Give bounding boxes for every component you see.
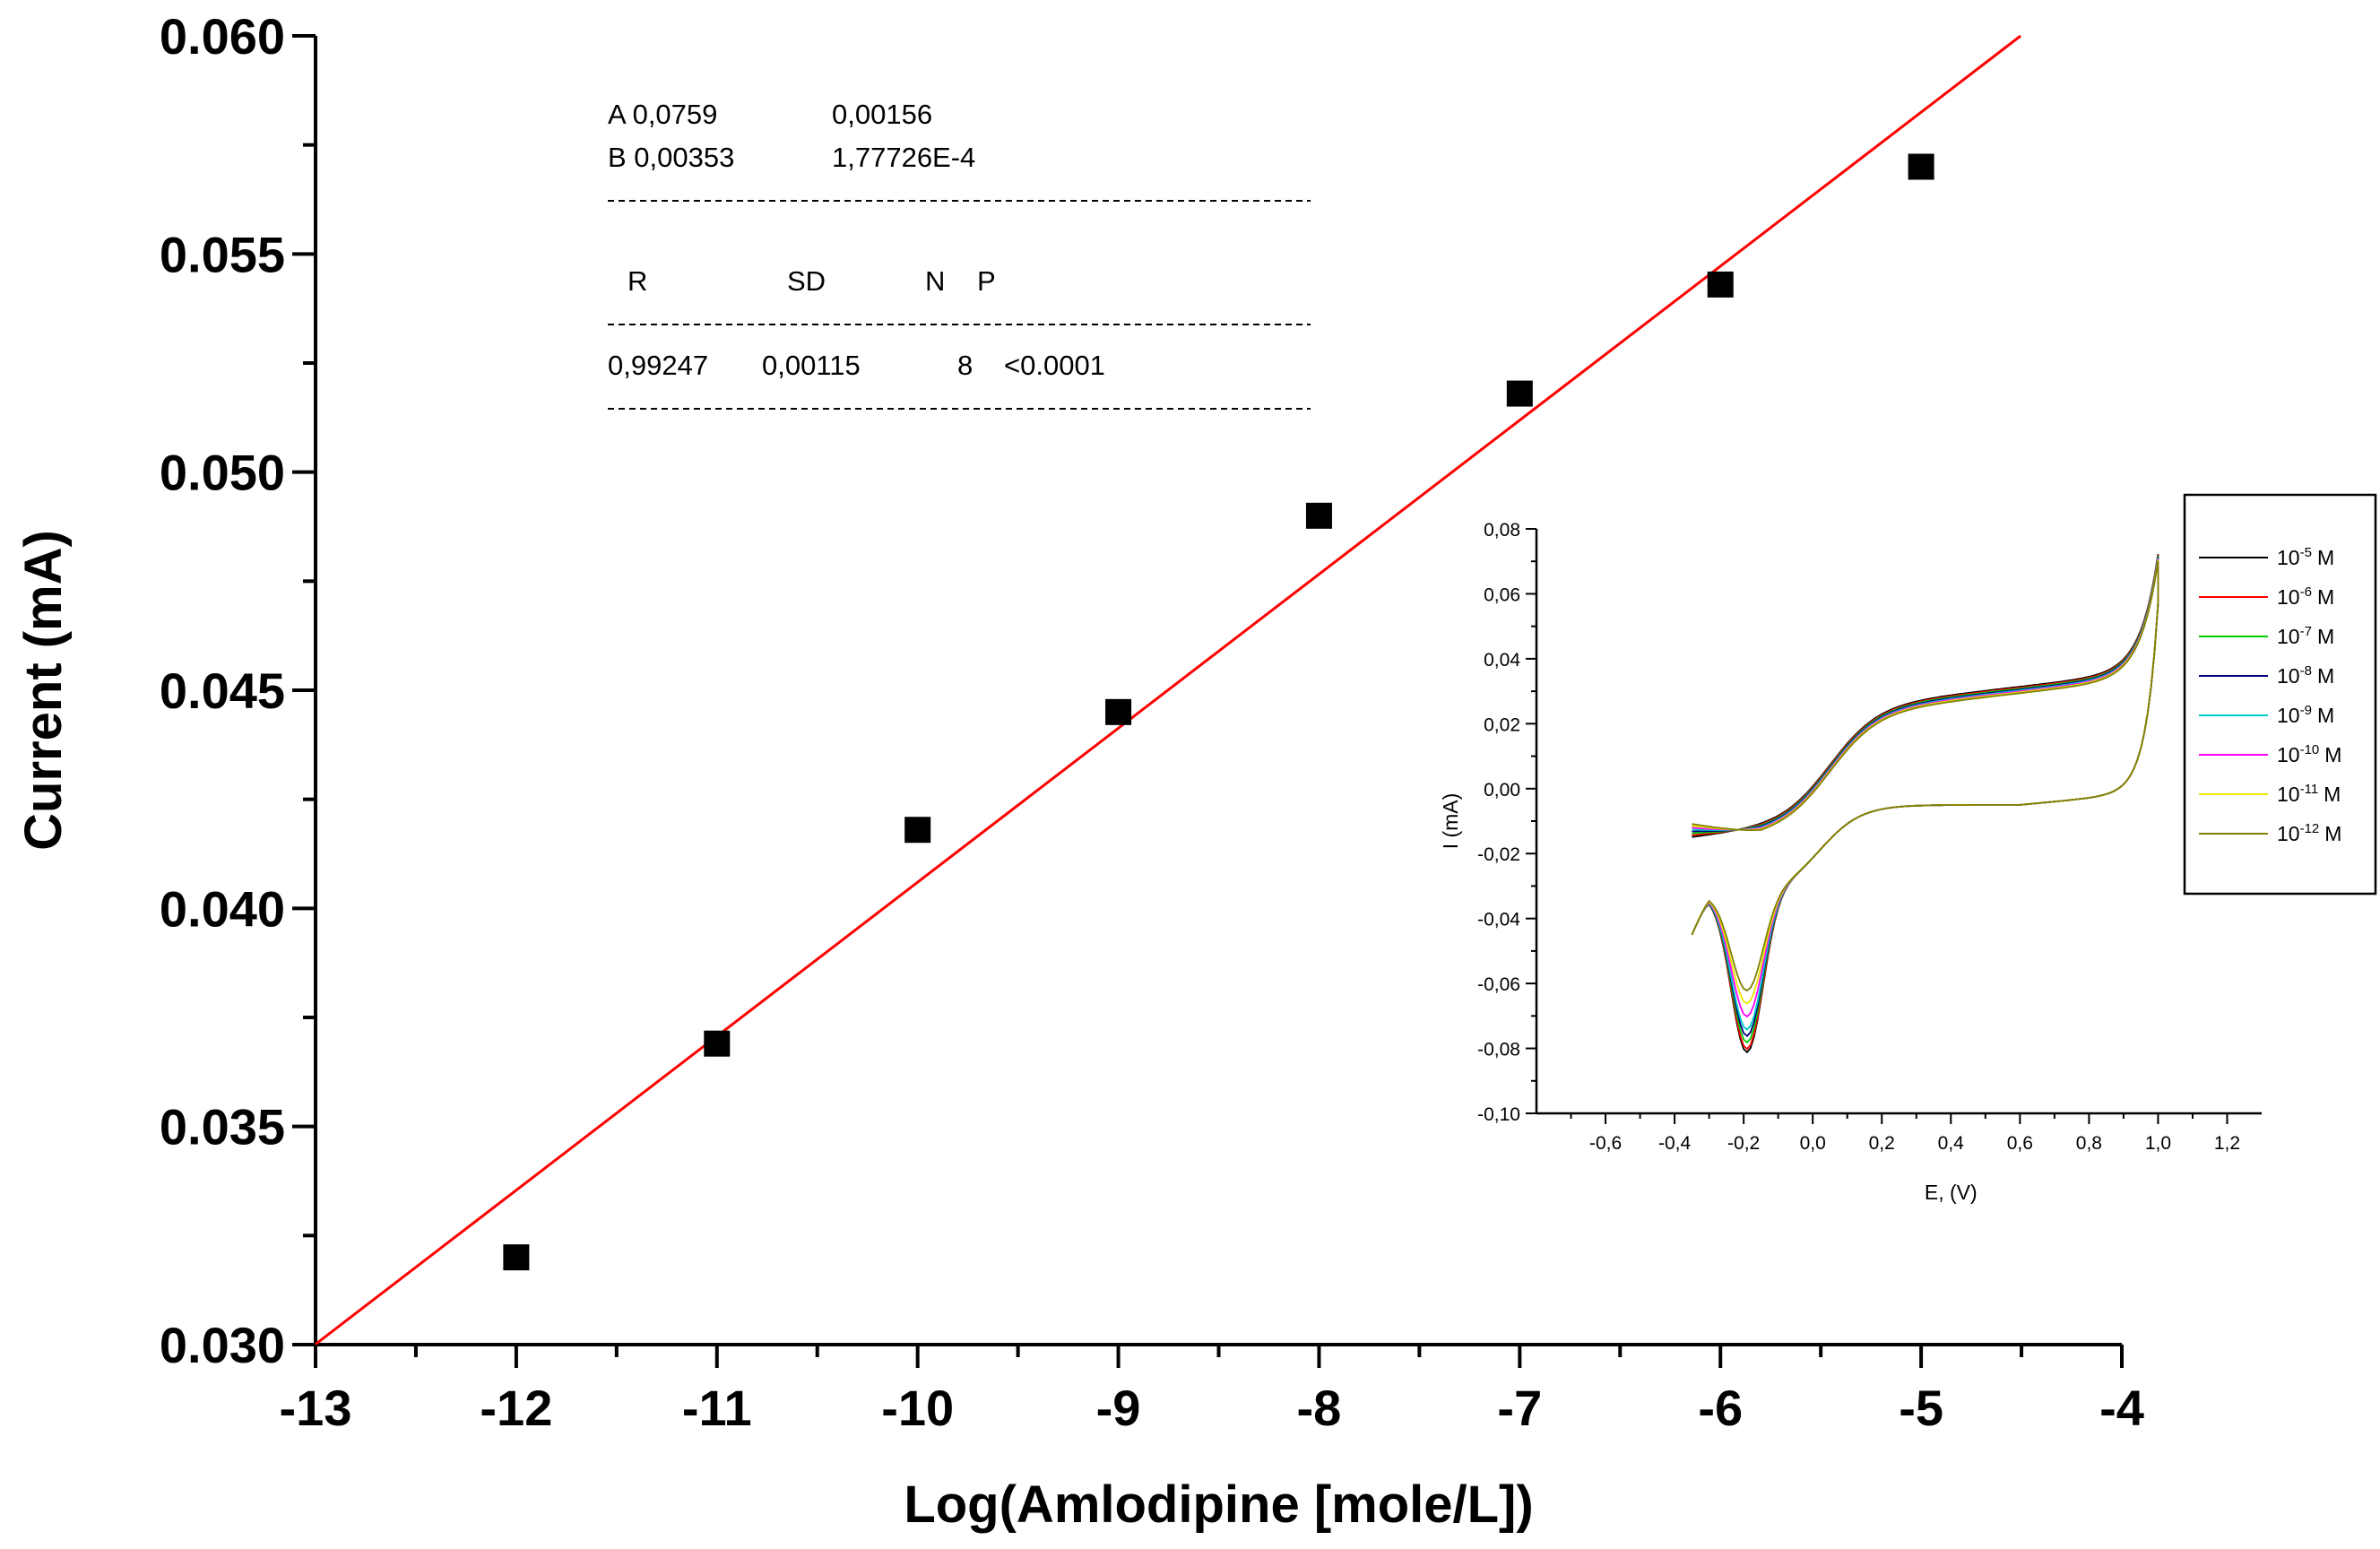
data-point <box>503 1244 530 1271</box>
inset-y-tick-label: 0,00 <box>1484 780 1520 800</box>
inset-y-tick-label: 0,02 <box>1484 714 1520 735</box>
fit-row-a-label: A 0,0759 <box>608 99 717 130</box>
inset-x-tick-label: -0,4 <box>1658 1133 1692 1154</box>
data-point <box>1707 271 1734 298</box>
x-tick-label: -5 <box>1899 1380 1943 1436</box>
fit-value-sd: 0,00115 <box>762 350 861 381</box>
data-points <box>503 153 1934 1271</box>
fit-header-r: R <box>627 265 647 297</box>
y-tick-label: 0.045 <box>160 662 285 719</box>
y-axis-label: Current (mA) <box>14 530 73 851</box>
inset-x-tick-label: 0,6 <box>2007 1133 2033 1154</box>
inset-y-tick-label: 0,04 <box>1484 650 1520 671</box>
inset-y-axis-label: I (mA) <box>1439 793 1462 850</box>
inset-x-tick-label: -0,2 <box>1727 1133 1760 1154</box>
inset-x-tick-label: 1,2 <box>2214 1133 2240 1154</box>
fit-header-n: N <box>925 265 945 297</box>
main-y-ticks: 0.030 0.035 0.040 0.045 0.050 0.055 0.060 <box>160 8 316 1373</box>
inset-x-tick-label: 0,0 <box>1800 1133 1826 1154</box>
main-x-ticks: -13 -12 -11 -10 -9 -8 -7 -6 -5 -4 <box>280 1345 2144 1436</box>
inset-x-axis-label: E, (V) <box>1925 1181 1978 1204</box>
y-tick-label: 0.030 <box>160 1317 285 1373</box>
inset-legend: 10-5 M10-6 M10-7 M10-8 M10-9 M10-10 M10-11 M10-… <box>2183 493 2377 896</box>
x-tick-label: -10 <box>881 1380 954 1436</box>
inset-y-tick-label: 0,06 <box>1484 584 1520 605</box>
fit-statistics-table: A 0,0759 0,00156 B 0,00353 1,77726E-4 R … <box>608 99 1311 410</box>
data-point <box>1908 153 1934 180</box>
data-point <box>1305 502 1332 529</box>
inset-y-tick-label: -0,08 <box>1477 1040 1520 1060</box>
fit-header-p: P <box>977 265 996 297</box>
legend-label: 10-7 M <box>2277 624 2334 648</box>
fit-value-p: <0.0001 <box>1004 350 1105 381</box>
x-tick-label: -13 <box>280 1380 352 1436</box>
inset-voltammogram: 0,08 0,06 0,04 0,02 0,00 -0,02 -0,04 -0,06 -0,08… <box>1439 493 2377 1204</box>
cv-curve <box>1691 560 2159 992</box>
inset-x-tick-label: 0,2 <box>1869 1133 1895 1154</box>
x-tick-label: -9 <box>1096 1380 1141 1436</box>
inset-y-tick-label: 0,08 <box>1484 520 1520 541</box>
fit-row-a-error: 0,00156 <box>832 99 932 130</box>
y-tick-label: 0.040 <box>160 880 285 937</box>
inset-x-ticks: -0,6 -0,4 -0,2 0,0 0,2 0,4 0,6 0,8 1,0 1,2 <box>1570 1113 2240 1154</box>
legend-label: 10-9 M <box>2277 703 2334 727</box>
x-tick-label: -7 <box>1497 1380 1542 1436</box>
fit-row-b-label: B 0,00353 <box>608 142 734 173</box>
data-point <box>1105 698 1132 725</box>
inset-y-tick-label: -0,04 <box>1477 910 1520 930</box>
inset-y-tick-label: -0,06 <box>1477 974 1520 995</box>
y-tick-label: 0.055 <box>160 226 285 282</box>
data-point <box>904 817 931 844</box>
y-tick-label: 0.035 <box>160 1099 285 1155</box>
inset-curves <box>1691 554 2159 1054</box>
fit-row-b-error: 1,77726E-4 <box>832 142 975 173</box>
x-tick-label: -4 <box>2099 1380 2144 1436</box>
x-tick-label: -8 <box>1297 1380 1342 1436</box>
inset-y-ticks: 0,08 0,06 0,04 0,02 0,00 -0,02 -0,04 -0,06 -0,08… <box>1477 520 1536 1125</box>
inset-y-tick-label: -0,10 <box>1477 1104 1520 1125</box>
legend-box <box>2183 493 2377 896</box>
data-point <box>1506 380 1533 407</box>
inset-x-tick-label: 0,8 <box>2076 1133 2102 1154</box>
x-axis-label: Log(Amlodipine [mole/L]) <box>904 1475 1533 1534</box>
x-tick-label: -12 <box>480 1380 552 1436</box>
x-tick-label: -11 <box>682 1380 752 1436</box>
inset-x-tick-label: 1,0 <box>2145 1133 2171 1154</box>
fit-value-r: 0,99247 <box>608 350 708 381</box>
linear-fit-line <box>315 34 2022 1346</box>
inset-x-tick-label: 0,4 <box>1938 1133 1965 1154</box>
fit-value-n: 8 <box>957 350 973 381</box>
x-tick-label: -6 <box>1698 1380 1743 1436</box>
data-point <box>704 1030 731 1057</box>
fit-header-sd: SD <box>787 265 826 297</box>
y-tick-label: 0.050 <box>160 445 285 501</box>
y-tick-label: 0.060 <box>160 8 285 65</box>
inset-x-tick-label: -0,6 <box>1589 1133 1622 1154</box>
inset-y-tick-label: -0,02 <box>1477 844 1520 865</box>
